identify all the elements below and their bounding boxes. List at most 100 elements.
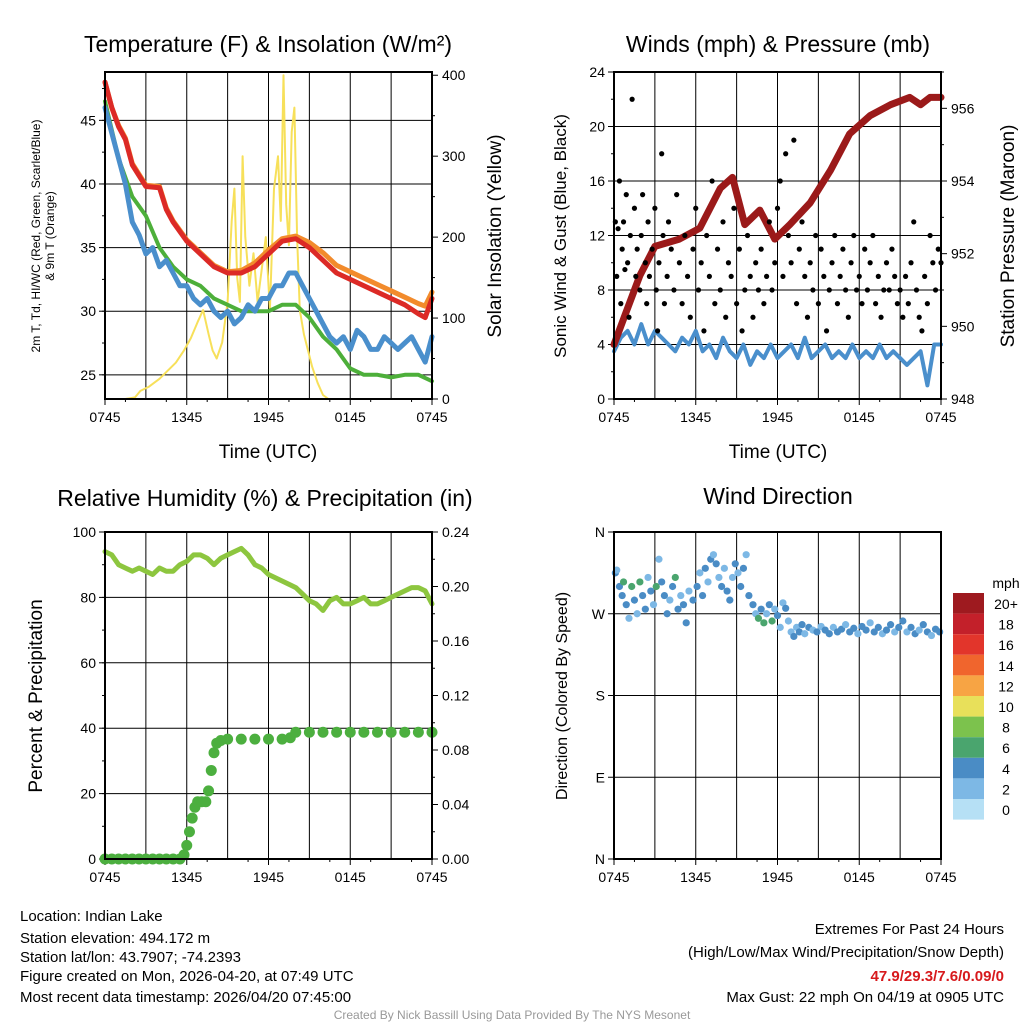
colorbar-swatch bbox=[953, 696, 984, 717]
colorbar-swatch bbox=[953, 778, 984, 799]
gust-point bbox=[656, 260, 662, 266]
colorbar-label: 6 bbox=[1002, 740, 1010, 756]
gust-point bbox=[902, 273, 909, 279]
gust-point bbox=[886, 287, 892, 293]
colorbar-swatch bbox=[953, 613, 984, 635]
y2-tick-label: 100 bbox=[442, 310, 466, 326]
precip-point bbox=[235, 733, 247, 745]
x-tick-label: 0745 bbox=[416, 409, 447, 425]
colorbar-label: 0 bbox=[1002, 802, 1010, 818]
wind-direction-point bbox=[862, 626, 870, 634]
wind-direction-point bbox=[813, 628, 821, 636]
gust-point bbox=[674, 192, 680, 198]
colorbar-label: 20+ bbox=[994, 596, 1018, 612]
x-tick-label: 1345 bbox=[680, 869, 711, 885]
wind-direction-point bbox=[666, 596, 674, 604]
y-tick-label: 16 bbox=[589, 173, 605, 189]
y-tick-label: 4 bbox=[597, 337, 605, 353]
wind-direction-point bbox=[698, 591, 707, 600]
gust-point bbox=[924, 301, 930, 307]
station-latlon: Station lat/lon: 43.7907; -74.2393 bbox=[20, 949, 241, 966]
gust-point bbox=[712, 301, 718, 307]
gust-point bbox=[693, 205, 699, 211]
gust-point bbox=[785, 232, 792, 239]
wind-direction-point bbox=[936, 628, 944, 636]
gust-point bbox=[744, 232, 751, 239]
plot-frame bbox=[613, 531, 942, 860]
gust-point bbox=[717, 287, 723, 293]
wind-direction-point bbox=[671, 573, 679, 582]
x-tick-label: 1345 bbox=[680, 409, 711, 425]
y2-tick-label: 0.00 bbox=[442, 851, 469, 867]
gust-point bbox=[706, 273, 712, 279]
y-tick-label: S bbox=[596, 688, 605, 704]
wind-direction-point bbox=[742, 551, 750, 559]
humidity-y-label: Percent & Precipitation bbox=[26, 599, 47, 792]
colorbar-swatch bbox=[953, 799, 984, 820]
colorbar-label: 10 bbox=[998, 699, 1014, 715]
gust-point bbox=[660, 232, 666, 239]
x-tick-label: 0745 bbox=[925, 869, 956, 885]
colorbar-label: 18 bbox=[998, 617, 1014, 633]
colorbar-swatch bbox=[953, 716, 984, 738]
plot-frame bbox=[613, 71, 942, 400]
gust-point bbox=[777, 178, 783, 184]
extremes-legend: (High/Low/Max Wind/Precipitation/Snow De… bbox=[688, 944, 1004, 961]
gust-point bbox=[783, 151, 789, 157]
y-tick-label: 8 bbox=[597, 282, 605, 298]
x-tick-label: 1945 bbox=[253, 869, 284, 885]
gust-point bbox=[791, 137, 797, 143]
precip-point bbox=[205, 764, 217, 776]
wind-direction-point bbox=[712, 560, 720, 568]
pressure-y2-label: Station Pressure (Maroon) bbox=[998, 125, 1019, 348]
gust-point bbox=[695, 287, 702, 293]
wind-direction-point bbox=[628, 582, 636, 591]
y-tick-label: 30 bbox=[80, 303, 96, 319]
gust-point bbox=[642, 260, 648, 266]
gust-point bbox=[772, 260, 778, 266]
gust-point bbox=[637, 287, 643, 293]
gust-point bbox=[753, 260, 759, 266]
gust-point bbox=[832, 232, 838, 239]
wind-direction-point bbox=[682, 619, 690, 627]
gust-point bbox=[682, 232, 688, 239]
precip-point bbox=[178, 849, 190, 861]
y-tick-label: 40 bbox=[80, 176, 96, 192]
gust-point bbox=[848, 260, 854, 266]
winds-chart-title: Winds (mph) & Pressure (mb) bbox=[626, 31, 930, 57]
gust-point bbox=[859, 301, 865, 307]
colorbar-swatch bbox=[953, 737, 984, 758]
wind-direction-point bbox=[689, 596, 697, 604]
gust-point bbox=[927, 232, 933, 239]
gust-point bbox=[813, 232, 819, 239]
precip-point bbox=[331, 726, 343, 738]
gust-point bbox=[864, 287, 871, 293]
gust-point bbox=[774, 205, 781, 211]
y2-tick-label: 0.16 bbox=[442, 633, 469, 649]
gust-point bbox=[734, 301, 740, 307]
gust-point bbox=[747, 273, 753, 279]
colorbar-label: 16 bbox=[998, 637, 1014, 653]
gust-point bbox=[728, 273, 734, 279]
gust-point bbox=[845, 314, 851, 320]
gust-point bbox=[731, 205, 737, 211]
wind-direction-point bbox=[749, 601, 757, 609]
x-tick-label: 0145 bbox=[844, 409, 875, 425]
gust-point bbox=[908, 260, 914, 266]
gust-point bbox=[766, 219, 772, 225]
gust-point bbox=[829, 260, 835, 266]
y-tick-label: N bbox=[595, 851, 605, 867]
gust-point bbox=[788, 260, 794, 266]
gust-point bbox=[739, 328, 745, 334]
colorbar-swatch bbox=[953, 593, 984, 614]
wind-direction-point bbox=[644, 573, 652, 582]
gust-point bbox=[690, 246, 696, 252]
wind-direction-point bbox=[677, 591, 685, 600]
figure-created: Figure created on Mon, 2026-04-20, at 07… bbox=[20, 968, 354, 985]
gust-point bbox=[649, 246, 655, 252]
gust-point bbox=[755, 287, 762, 293]
gust-point bbox=[633, 273, 639, 279]
y-tick-label: E bbox=[596, 769, 605, 785]
wind-direction-point bbox=[768, 617, 776, 625]
